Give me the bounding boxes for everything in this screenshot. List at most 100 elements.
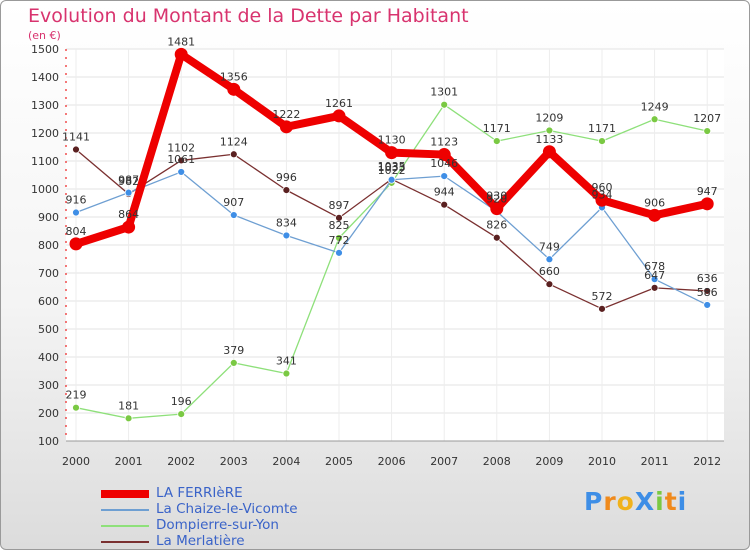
data-label: 636: [697, 272, 718, 285]
data-point: [279, 120, 293, 134]
data-point: [545, 280, 554, 289]
legend-label: Dompierre-sur-Yon: [156, 517, 279, 533]
data-label: 804: [66, 225, 87, 238]
data-label: 1022: [378, 164, 406, 177]
data-point: [440, 200, 449, 209]
data-point: [545, 126, 554, 135]
data-point: [282, 369, 291, 378]
data-point: [229, 150, 238, 159]
data-point: [69, 237, 83, 251]
data-label: 219: [66, 389, 87, 402]
data-label: 678: [644, 260, 665, 273]
x-tick-label: 2011: [641, 455, 669, 468]
data-point: [437, 148, 451, 162]
legend-swatch: [101, 509, 149, 511]
logo-letter: P: [584, 487, 604, 516]
legend-label: La Chaize-le-Vicomte: [156, 501, 298, 517]
data-point: [595, 193, 609, 207]
data-label: 1033: [378, 161, 406, 174]
data-point: [124, 188, 133, 197]
x-tick-label: 2012: [693, 455, 721, 468]
data-point: [122, 220, 136, 234]
data-label: 996: [276, 171, 297, 184]
x-tick-label: 2007: [430, 455, 458, 468]
data-label: 1141: [62, 131, 90, 144]
data-point: [542, 145, 556, 159]
data-label: 1046: [430, 157, 458, 170]
legend-swatch: [101, 525, 149, 527]
logo-letter: i: [677, 487, 688, 516]
series-0: [69, 47, 714, 251]
data-point: [174, 47, 188, 61]
data-point: [598, 137, 606, 146]
data-point: [229, 358, 238, 367]
data-point: [72, 145, 80, 154]
data-point: [385, 146, 399, 160]
data-label: 572: [592, 290, 613, 303]
data-label: 987: [118, 174, 139, 187]
data-point: [335, 213, 343, 222]
data-label: 920: [486, 192, 507, 205]
y-tick-label: 300: [38, 379, 59, 392]
data-label: 379: [223, 344, 244, 357]
data-point: [335, 234, 343, 242]
legend-swatch: [101, 541, 149, 543]
x-tick-label: 2002: [167, 455, 195, 468]
data-label: 196: [171, 395, 192, 408]
legend-swatch: [101, 490, 149, 498]
data-label: 1207: [693, 112, 721, 125]
data-point: [650, 283, 659, 292]
data-point: [440, 172, 449, 181]
y-tick-label: 600: [38, 295, 59, 308]
x-tick-label: 2005: [325, 455, 353, 468]
y-tick-label: 200: [38, 407, 59, 420]
data-label: 1123: [430, 136, 458, 149]
y-tick-label: 100: [38, 435, 59, 448]
logo-letter: i: [655, 487, 665, 516]
data-point: [335, 248, 343, 257]
legend-item: Dompierre-sur-Yon: [101, 517, 341, 533]
data-label: 749: [539, 240, 560, 253]
data-point: [282, 231, 291, 240]
data-point: [72, 403, 80, 412]
data-label: 982: [118, 175, 139, 188]
data-point: [177, 156, 186, 165]
data-label: 1102: [167, 141, 195, 154]
data-label: 947: [697, 185, 718, 198]
data-label: 1061: [167, 153, 195, 166]
data-point: [124, 414, 133, 423]
y-tick-label: 1500: [31, 43, 59, 56]
x-tick-label: 2008: [483, 455, 511, 468]
data-label: 944: [434, 186, 455, 199]
data-label: 647: [644, 269, 665, 282]
data-point: [177, 168, 186, 176]
data-point: [490, 202, 504, 216]
data-label: 181: [118, 399, 139, 412]
data-point: [703, 287, 712, 295]
y-tick-label: 1100: [31, 155, 59, 168]
data-point: [703, 301, 712, 309]
data-point: [227, 82, 241, 96]
data-point: [177, 410, 186, 419]
data-label: 1124: [220, 135, 248, 148]
data-label: 930: [486, 190, 507, 203]
x-tick-label: 2000: [62, 455, 90, 468]
data-label: 825: [329, 219, 350, 232]
data-label: 1133: [535, 133, 563, 146]
data-point: [387, 175, 396, 184]
data-point: [282, 186, 291, 195]
chart-subtitle: (en €): [28, 29, 61, 42]
data-label: 897: [329, 199, 350, 212]
logo-letter: X: [634, 487, 656, 516]
y-tick-label: 1200: [31, 127, 59, 140]
data-point: [648, 208, 662, 222]
x-tick-label: 2001: [115, 455, 143, 468]
data-label: 906: [644, 196, 665, 209]
x-tick-label: 2003: [220, 455, 248, 468]
legend-item: La Merlatière: [101, 533, 341, 549]
data-label: 1209: [535, 111, 563, 124]
y-tick-label: 700: [38, 267, 59, 280]
data-point: [700, 197, 714, 211]
